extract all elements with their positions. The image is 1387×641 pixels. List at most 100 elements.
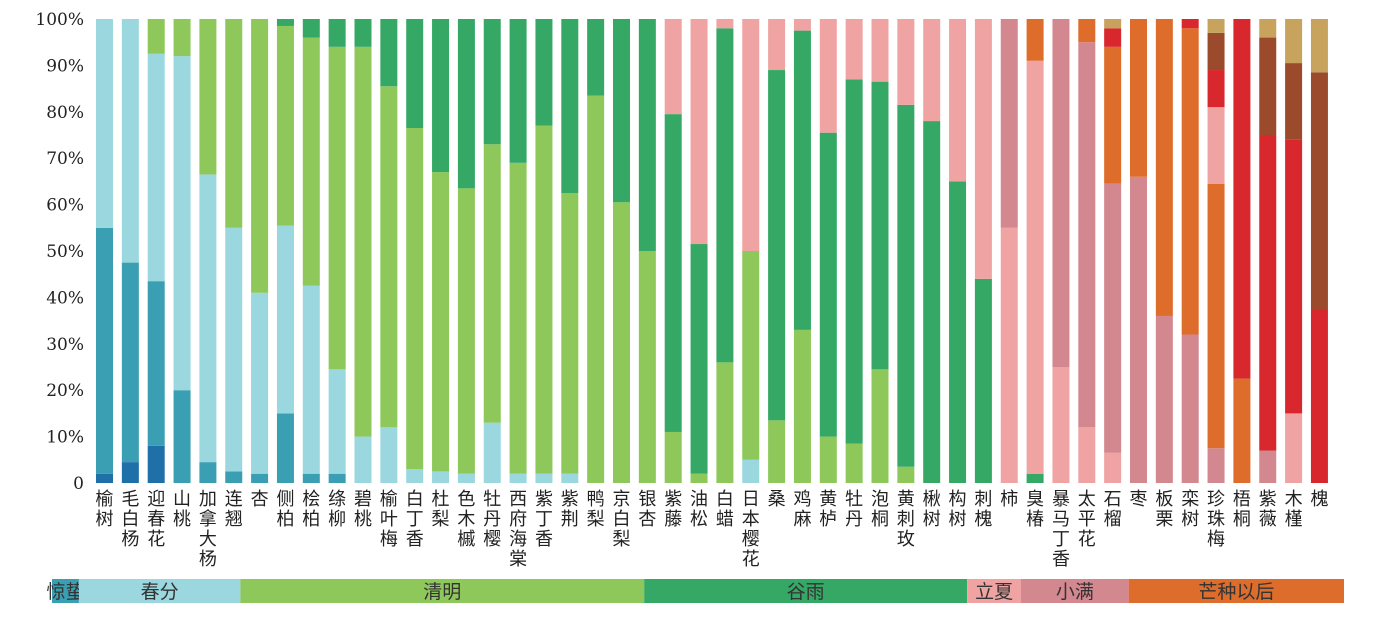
bar-segment bbox=[1026, 19, 1044, 61]
bar-segment bbox=[845, 19, 863, 80]
stage-band-segment bbox=[240, 579, 645, 603]
x-tick-label: 栾树 bbox=[1181, 489, 1199, 530]
x-tick-label: 京白梨 bbox=[613, 489, 631, 550]
bar-stack bbox=[690, 19, 708, 483]
stage-band-label: 立夏 bbox=[975, 581, 1013, 603]
x-tick-label: 银杏 bbox=[638, 489, 656, 530]
bar-segment bbox=[793, 30, 811, 330]
x-tick-label: 板栗 bbox=[1155, 489, 1173, 530]
bar-segment bbox=[923, 121, 941, 483]
bar-stack bbox=[1000, 19, 1018, 483]
x-tick-label: 杜梨 bbox=[432, 489, 450, 530]
bar-segment bbox=[406, 469, 424, 483]
bar-stack bbox=[974, 19, 992, 483]
x-tick-label: 碧桃 bbox=[354, 489, 372, 530]
stage-band: 惊蛰 春分 清明 谷雨 立夏 小满 芒种以后 bbox=[46, 579, 1344, 603]
x-tick-label: 枣 bbox=[1130, 489, 1148, 510]
bar-segment bbox=[1155, 315, 1173, 483]
stage-band-segment bbox=[644, 579, 968, 603]
bar-segment bbox=[793, 19, 811, 31]
bar-segment bbox=[716, 28, 734, 363]
bar-segment bbox=[173, 56, 191, 391]
bar-segment bbox=[509, 162, 527, 474]
bar-segment bbox=[768, 19, 786, 71]
bar-stack bbox=[509, 19, 527, 483]
bar-stack bbox=[664, 19, 682, 483]
bar-segment bbox=[742, 251, 760, 460]
bar-segment bbox=[1207, 32, 1225, 71]
y-axis: 0 10% 20% 30% 40% 50% 60% 70% 80% 90% 100% bbox=[35, 10, 84, 494]
x-tick-label: 楸树 bbox=[923, 489, 941, 530]
bar-stack bbox=[406, 19, 424, 483]
bar-segment bbox=[302, 37, 320, 286]
bar-segment bbox=[535, 19, 553, 126]
bar-area bbox=[96, 19, 1328, 483]
bar-segment bbox=[1259, 135, 1277, 451]
bar-segment bbox=[302, 285, 320, 474]
bar-segment bbox=[121, 19, 139, 263]
bar-segment bbox=[690, 244, 708, 474]
bar-segment bbox=[225, 227, 243, 472]
bar-segment bbox=[406, 19, 424, 129]
bar-segment bbox=[225, 471, 243, 483]
bar-stack bbox=[716, 19, 734, 483]
bar-segment bbox=[819, 436, 837, 483]
bar-segment bbox=[871, 19, 889, 82]
bar-segment bbox=[251, 19, 269, 293]
y-tick-label: 10% bbox=[46, 428, 84, 448]
bar-stack bbox=[793, 19, 811, 483]
x-tick-label: 桑 bbox=[768, 489, 786, 510]
bar-segment bbox=[1078, 42, 1096, 428]
bar-segment bbox=[199, 462, 217, 483]
bar-segment bbox=[1078, 427, 1096, 483]
bar-segment bbox=[1310, 19, 1328, 73]
x-tick-label: 白蜡 bbox=[716, 489, 734, 530]
stage-band-segment bbox=[78, 579, 241, 603]
y-tick-label: 40% bbox=[46, 288, 84, 308]
bar-segment bbox=[380, 86, 398, 428]
bar-stack bbox=[328, 19, 346, 483]
stage-band-label: 小满 bbox=[1056, 581, 1094, 603]
x-tick-label: 石榴 bbox=[1104, 489, 1122, 530]
bar-stack bbox=[638, 19, 656, 483]
bar-segment bbox=[819, 19, 837, 133]
bar-segment bbox=[1104, 452, 1122, 483]
bar-stack bbox=[1052, 19, 1070, 483]
bar-segment bbox=[1207, 70, 1225, 108]
bar-segment bbox=[199, 174, 217, 463]
stage-band-segment bbox=[1021, 579, 1129, 603]
x-tick-label: 牡丹樱 bbox=[483, 489, 501, 550]
bar-stack bbox=[276, 19, 294, 483]
bar-segment bbox=[1285, 63, 1303, 140]
bar-segment bbox=[716, 19, 734, 29]
bar-segment bbox=[406, 128, 424, 470]
bar-stack bbox=[613, 19, 630, 483]
x-tick-label: 油松 bbox=[690, 489, 708, 530]
bar-segment bbox=[1207, 448, 1225, 483]
bar-segment bbox=[664, 19, 682, 115]
x-tick-label: 连翘 bbox=[225, 489, 243, 530]
bar-segment bbox=[276, 19, 294, 26]
x-tick-label: 榆叶梅 bbox=[380, 489, 398, 550]
bar-segment bbox=[354, 436, 372, 483]
x-tick-label: 紫荆 bbox=[561, 489, 579, 530]
stage-band-segment bbox=[967, 579, 1021, 603]
bar-segment bbox=[1104, 19, 1122, 29]
bar-segment bbox=[457, 188, 475, 474]
bar-stack bbox=[147, 19, 165, 483]
bar-segment bbox=[664, 431, 682, 483]
bar-segment bbox=[199, 19, 217, 175]
x-tick-label: 暴马丁香 bbox=[1052, 489, 1070, 570]
bar-segment bbox=[380, 19, 398, 87]
x-tick-label: 色木槭 bbox=[457, 489, 475, 550]
bar-segment bbox=[793, 329, 811, 483]
bar-stack bbox=[1181, 19, 1199, 483]
bar-segment bbox=[276, 413, 294, 483]
bar-stack bbox=[871, 19, 889, 483]
bar-segment bbox=[121, 462, 139, 483]
bar-segment bbox=[897, 466, 915, 483]
bar-stack bbox=[845, 19, 863, 483]
bar-segment bbox=[1259, 450, 1277, 483]
bar-segment bbox=[328, 19, 346, 47]
bar-segment bbox=[328, 46, 346, 370]
